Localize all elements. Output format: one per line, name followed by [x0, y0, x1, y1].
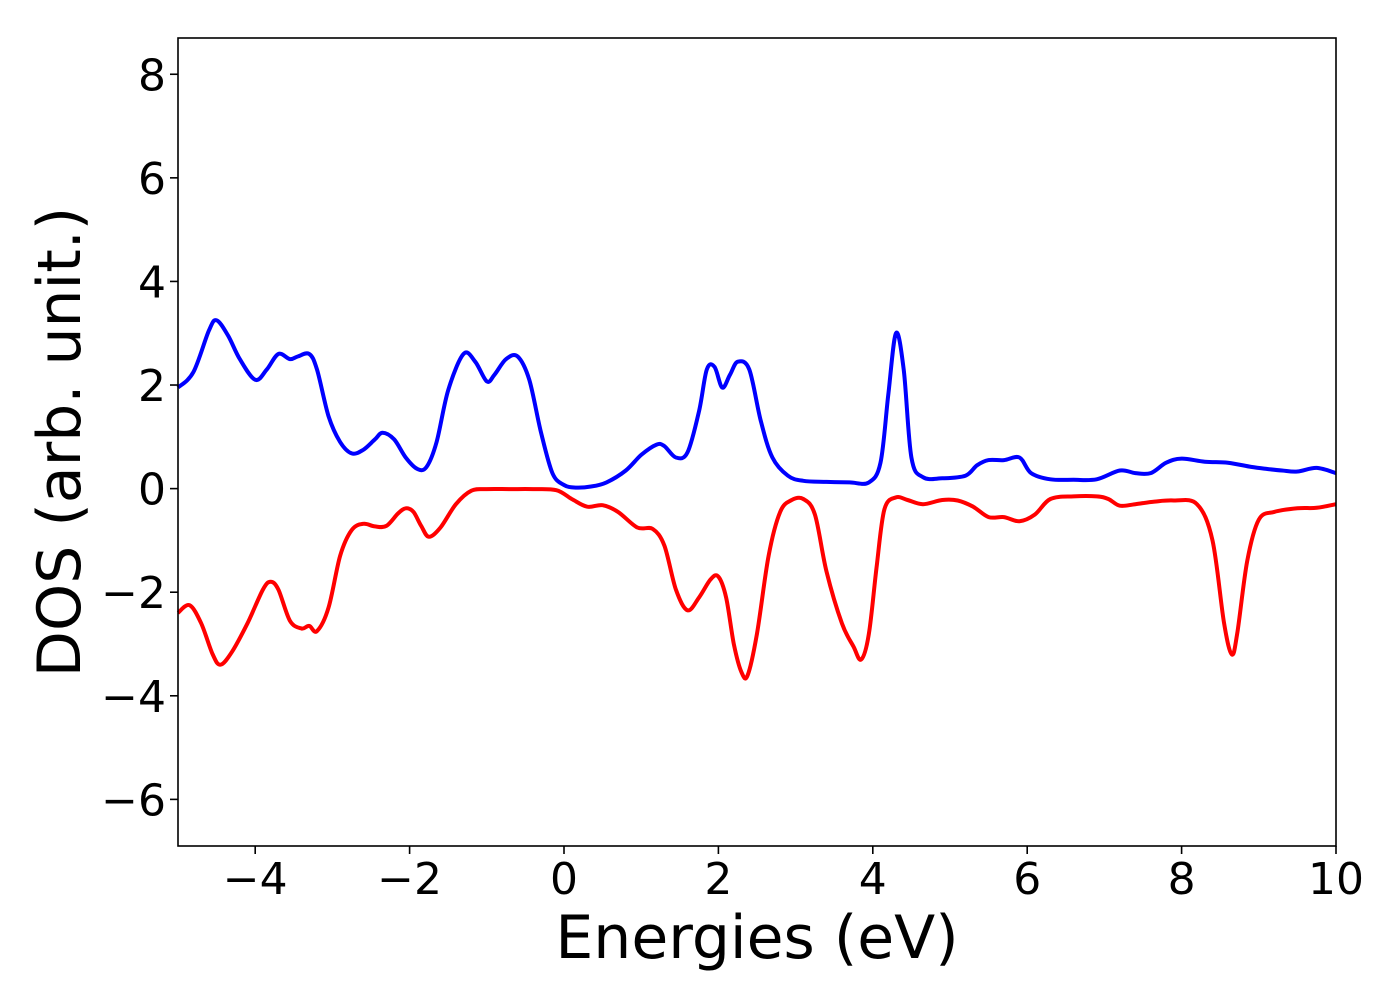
x-tick-label: 2 — [704, 854, 732, 905]
series-lines — [176, 318, 1337, 681]
y-tick-label: 8 — [138, 50, 166, 101]
x-tick-label: −2 — [377, 854, 442, 905]
x-tick-label: −4 — [223, 854, 288, 905]
x-tick-label: 0 — [550, 854, 578, 905]
series-line-2 — [176, 487, 1337, 681]
y-tick-label: 2 — [138, 361, 166, 412]
x-tick-label: 10 — [1308, 854, 1364, 905]
x-tick-label: 4 — [859, 854, 887, 905]
x-axis-label: Energies (eV) — [555, 903, 958, 973]
x-axis: −4 −2 0 2 4 6 8 10 — [223, 846, 1364, 905]
x-tick-label: 6 — [1013, 854, 1041, 905]
y-tick-label: −4 — [101, 672, 166, 723]
y-axis-label: DOS (arb. unit.) — [25, 207, 95, 677]
series-line-1 — [176, 318, 1337, 490]
y-tick-label: 6 — [138, 154, 166, 205]
y-tick-label: 0 — [138, 465, 166, 516]
plot-frame — [177, 37, 1337, 847]
y-tick-label: 4 — [138, 257, 166, 308]
y-tick-label: −6 — [101, 775, 166, 826]
x-tick-label: 8 — [1168, 854, 1196, 905]
y-tick-label: −2 — [101, 568, 166, 619]
y-axis: −6 −4 −2 0 2 4 6 8 — [101, 50, 178, 826]
